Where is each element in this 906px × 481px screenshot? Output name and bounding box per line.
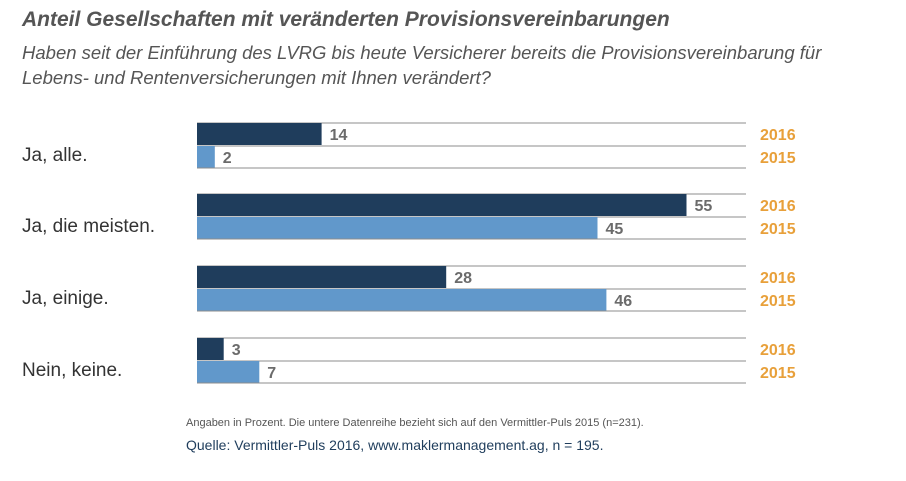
series-label: 2015 [760, 150, 796, 167]
chart-title: Anteil Gesellschaften mit veränderten Pr… [22, 8, 670, 31]
bar-2016 [197, 194, 687, 216]
series-label: 2015 [760, 365, 796, 382]
series-label: 2016 [760, 342, 796, 359]
value-label: 46 [614, 293, 632, 310]
bar-2016 [197, 123, 322, 145]
footnote: Angaben in Prozent. Die untere Datenreih… [186, 417, 644, 429]
source-line: Quelle: Vermittler-Puls 2016, www.makler… [186, 437, 604, 453]
series-label: 2016 [760, 127, 796, 144]
bar-chart: Ja, alle. 14 2016 2 2015 Ja, die meisten. 55 20… [22, 122, 796, 384]
category-label: Ja, einige. [22, 288, 109, 309]
series-label: 2016 [760, 198, 796, 215]
value-label: 7 [267, 365, 276, 382]
series-label: 2016 [760, 270, 796, 287]
bar-2016 [197, 266, 447, 288]
category-label: Nein, keine. [22, 360, 122, 381]
bar-2015 [197, 146, 215, 168]
bar-2015 [197, 361, 260, 383]
value-label: 14 [330, 127, 348, 144]
value-label: 3 [232, 342, 241, 359]
value-label: 45 [606, 221, 624, 238]
series-label: 2015 [760, 293, 796, 310]
series-label: 2015 [760, 221, 796, 238]
value-label: 2 [223, 150, 232, 167]
chart-subtitle: Haben seit der Einführung des LVRG bis h… [22, 42, 822, 88]
category-label: Ja, die meisten. [22, 216, 155, 237]
value-label: 55 [695, 198, 713, 215]
bar-2016 [197, 338, 224, 360]
bar-2015 [197, 217, 598, 239]
category-label: Ja, alle. [22, 145, 87, 166]
bar-2015 [197, 289, 607, 311]
value-label: 28 [454, 270, 472, 287]
